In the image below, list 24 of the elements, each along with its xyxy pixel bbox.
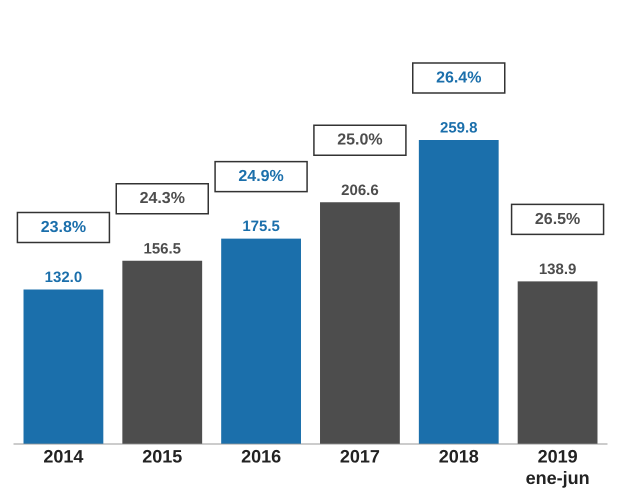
x-tick-label: 2016 xyxy=(241,446,282,467)
data-label: 259.8 xyxy=(440,120,478,137)
annotation: 25.0% xyxy=(337,132,383,149)
annotation: 24.9% xyxy=(238,168,284,185)
data-label: 175.5 xyxy=(242,218,280,236)
annotation: 24.3% xyxy=(140,190,185,208)
x-tick-label: 2017 xyxy=(340,446,380,467)
bar xyxy=(418,140,499,444)
bar xyxy=(221,238,301,444)
text: 26.4% xyxy=(436,69,482,86)
x-tick-label: 2015 xyxy=(142,446,182,467)
data-label: 138.9 xyxy=(538,261,576,278)
annotation: 26.5% xyxy=(534,210,580,228)
annotation: 23.8% xyxy=(40,218,86,236)
data-label: 132.0 xyxy=(44,269,82,286)
data-label: 206.6 xyxy=(341,182,379,199)
x-tick-label: 2019 ene-jun xyxy=(526,446,590,488)
bar xyxy=(320,202,400,444)
data-label: 156.5 xyxy=(143,240,182,258)
bar xyxy=(518,281,598,444)
bar xyxy=(24,289,104,444)
x-tick-label: 2014 xyxy=(43,446,84,467)
bar xyxy=(122,260,202,444)
x-tick-label: 2018 xyxy=(438,446,479,467)
